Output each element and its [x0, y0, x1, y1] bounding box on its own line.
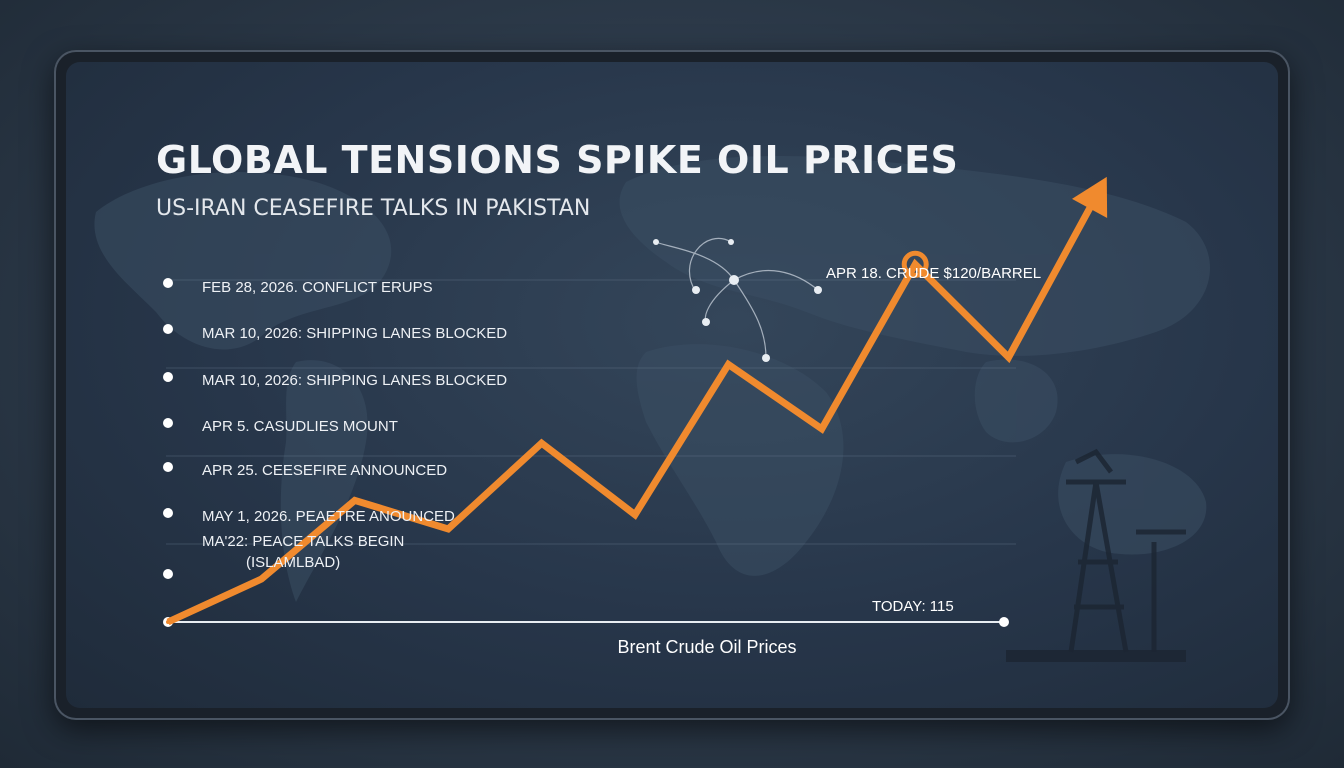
- timeline-item: MAY 1, 2026. PEAETRE ANOUNCED: [202, 508, 455, 525]
- x-axis-label: Brent Crude Oil Prices: [617, 637, 796, 657]
- timeline-item: APR 25. CEESEFIRE ANNOUNCED: [202, 462, 448, 479]
- data-point: [726, 362, 731, 367]
- data-point: [633, 512, 637, 517]
- oil-price-chart: APR 18. CRUDE $120/BARREL TODAY: 115 Bre…: [163, 176, 1108, 657]
- timeline-item: MAR 10, 2026: SHIPPING LANES BLOCKED: [202, 325, 508, 342]
- peak-annotation: APR 18. CRUDE $120/BARREL: [826, 265, 1041, 282]
- page-subtitle: US-IRAN CEASEFIRE TALKS IN PAKISTAN: [156, 196, 591, 221]
- data-point: [1006, 355, 1011, 360]
- timeline-item: FEB 28, 2026. CONFLICT ERUPS: [202, 279, 433, 296]
- data-point: [166, 620, 170, 624]
- x-axis-end-dot: [999, 617, 1009, 627]
- world-map-background: [94, 156, 1210, 662]
- arrow-head-icon: [1072, 176, 1108, 219]
- data-point: [819, 426, 824, 431]
- data-point: [352, 498, 357, 503]
- oil-rig-silhouette: [1066, 448, 1186, 653]
- peak-marker: [901, 250, 929, 278]
- data-point: [539, 441, 544, 446]
- timeline-item: MAR 10, 2026: SHIPPING LANES BLOCKED: [202, 372, 508, 389]
- timeline-item: (ISLAMLBAD): [246, 554, 341, 571]
- arrow-group: [1072, 176, 1108, 219]
- data-point: [446, 527, 451, 531]
- data-point: [913, 262, 918, 267]
- data-point: [259, 577, 264, 582]
- today-annotation: TODAY: 115: [872, 598, 954, 615]
- timeline-item: MA'22: PEACE TALKS BEGIN: [202, 533, 405, 550]
- chart-screen: APR 18. CRUDE $120/BARREL TODAY: 115 Bre…: [66, 62, 1278, 708]
- page-title: GLOBAL TENSIONS SPIKE OIL PRICES: [156, 138, 959, 182]
- timeline-item: APR 5. CASUDLIES MOUNT: [202, 418, 398, 435]
